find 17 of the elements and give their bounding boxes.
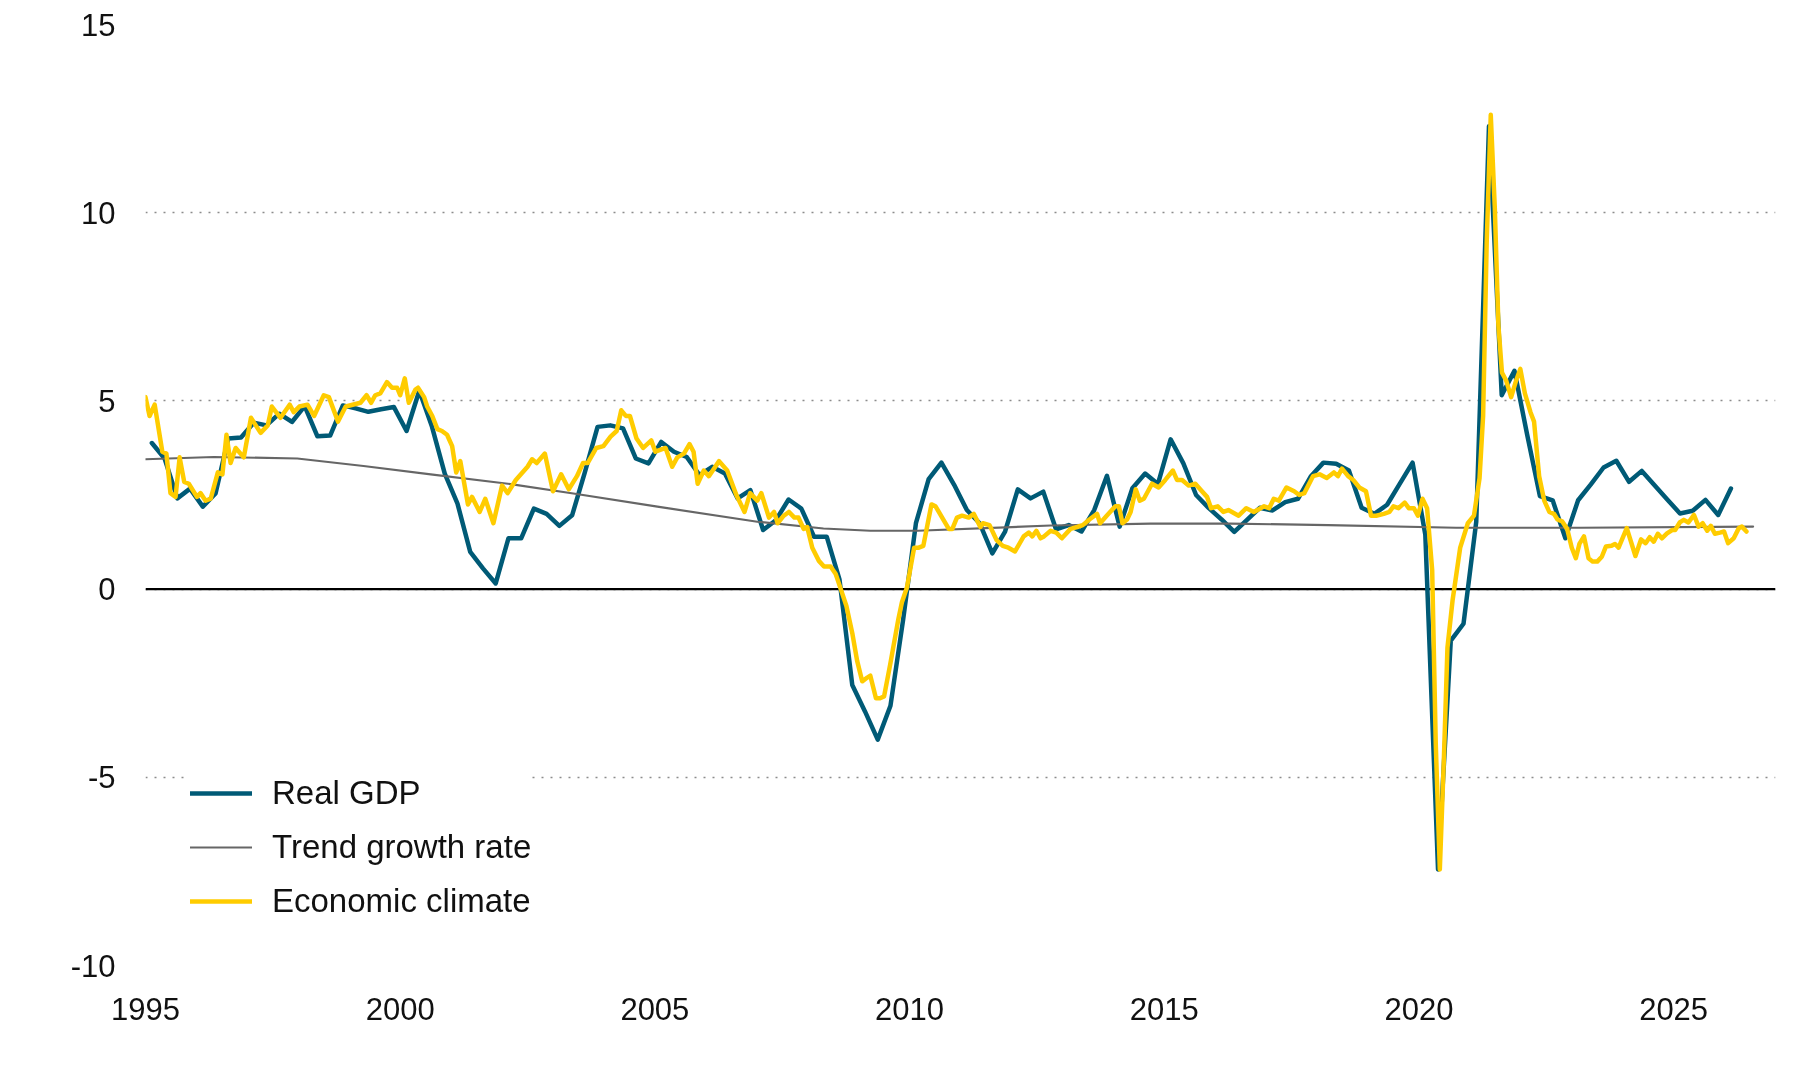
x-tick-label: 2005 [620, 991, 690, 1027]
line-series [145, 455, 1755, 532]
y-tick-label: 5 [98, 383, 116, 419]
y-tick-label: -5 [87, 760, 116, 796]
x-tick-label: 2015 [1129, 991, 1199, 1027]
x-tick-label: 2020 [1384, 991, 1454, 1027]
y-tick-label: 10 [81, 195, 116, 231]
legend-label: Trend growth rate [272, 828, 532, 866]
y-tick-label: 15 [81, 7, 116, 43]
y-tick-label: 0 [98, 572, 116, 608]
legend-label: Real GDP [272, 774, 421, 812]
x-tick-label: 2000 [365, 991, 435, 1027]
x-tick-label: 1995 [111, 991, 180, 1027]
y-tick-label: -10 [70, 948, 116, 984]
legend-label: Economic climate [272, 882, 531, 920]
x-tick-label: 2010 [875, 991, 945, 1027]
x-tick-label: 2025 [1639, 991, 1709, 1027]
